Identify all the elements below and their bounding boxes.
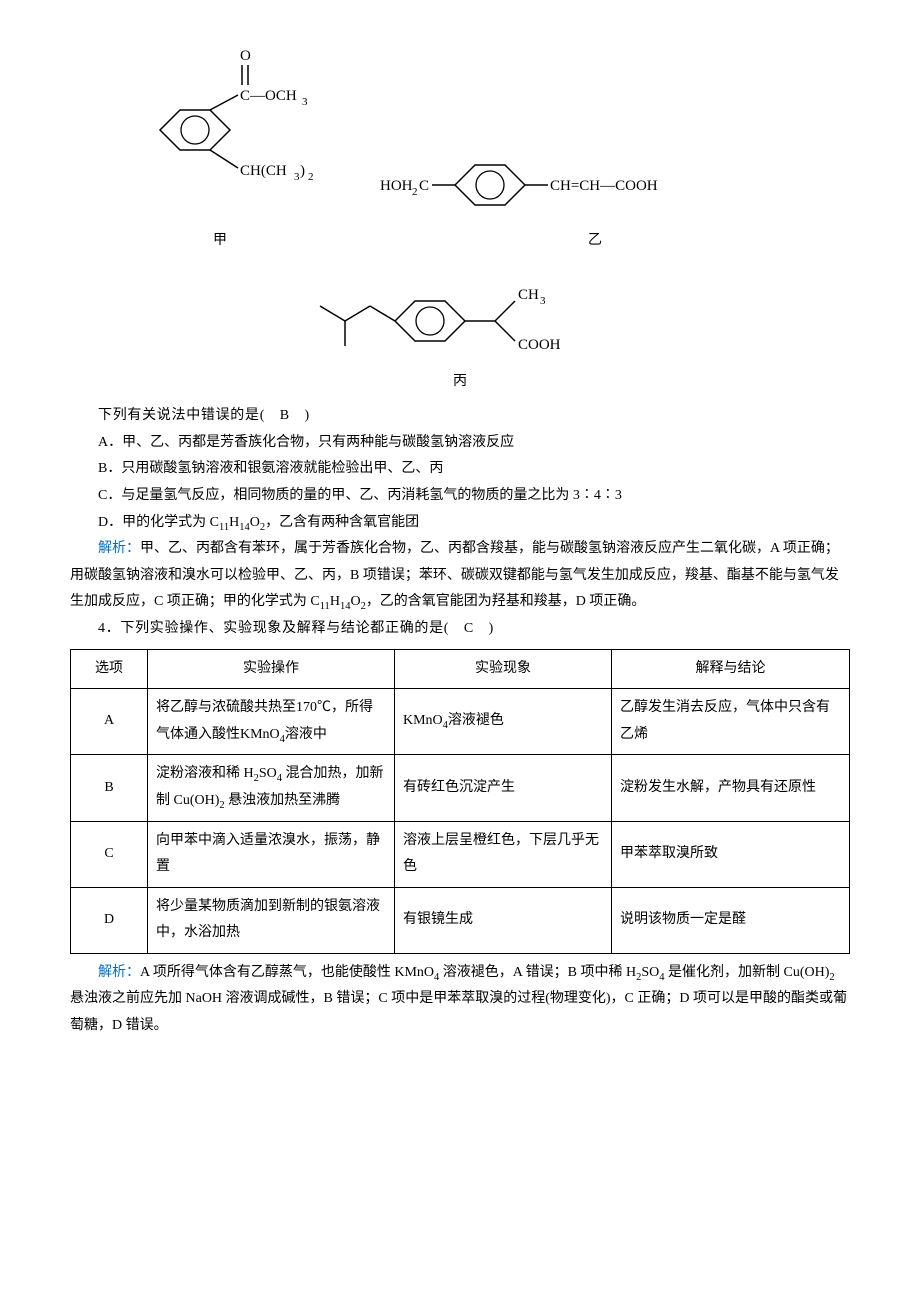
structure-yi: HOH 2 C CH=CH—COOH 乙	[380, 140, 810, 255]
svg-text:3: 3	[540, 295, 546, 307]
th-operation: 实验操作	[148, 649, 395, 689]
row-C-conc: 甲苯萃取溴所致	[612, 821, 850, 887]
svg-text:CH(CH: CH(CH	[240, 163, 287, 179]
th-phenomenon: 实验现象	[395, 649, 612, 689]
row-A-phen-post: 溶液褪色	[448, 713, 504, 728]
bing-svg: CH 3 COOH	[310, 261, 610, 371]
row-D-conc: 说明该物质一定是醛	[612, 887, 850, 953]
row-B-label: B	[71, 755, 148, 821]
th-conclusion: 解释与结论	[612, 649, 850, 689]
row-A-kmno4: KMnO4	[240, 727, 285, 742]
q3-optD-post: ，乙含有两种含氧官能团	[265, 515, 419, 530]
experiment-table: 选项 实验操作 实验现象 解释与结论 A 将乙醇与浓硫酸共热至170℃，所得气体…	[70, 649, 850, 954]
q4-stem: 4．下列实验操作、实验现象及解释与结论都正确的是( C )	[70, 616, 850, 643]
structure-jia: C—OCH 3 O CH(CH 3 ) 2 甲	[120, 40, 320, 255]
row-A-phen-kmno4: KMnO4	[403, 713, 448, 728]
row-B-op-pre: 淀粉溶液和稀	[156, 766, 244, 781]
svg-text:COOH: COOH	[518, 337, 561, 353]
row-B-phen: 有砖红色沉淀产生	[395, 755, 612, 821]
yi-label: 乙	[588, 228, 602, 255]
row-D-label: D	[71, 887, 148, 953]
svg-text:CH=CH—COOH: CH=CH—COOH	[550, 178, 658, 194]
yi-svg: HOH 2 C CH=CH—COOH	[380, 140, 810, 230]
row-C-op: 向甲苯中滴入适量浓溴水，振荡，静置	[148, 821, 395, 887]
jia-svg: C—OCH 3 O CH(CH 3 ) 2	[120, 40, 320, 230]
table-row: A 将乙醇与浓硫酸共热至170℃，所得气体通入酸性KMnO4溶液中 KMnO4溶…	[71, 689, 850, 755]
q3-optD: D．甲的化学式为 C11H14O2，乙含有两种含氧官能团	[70, 510, 850, 537]
row-A-label: A	[71, 689, 148, 755]
q4-analysis-kmno4: KMnO4	[394, 965, 439, 980]
row-A-op-post: 溶液中	[285, 727, 327, 742]
analysis-label-2: 解析：	[98, 965, 140, 980]
svg-text:2: 2	[412, 186, 418, 198]
row-A-conc: 乙醇发生消去反应，气体中只含有乙烯	[612, 689, 850, 755]
q3-optB: B．只用碳酸氢钠溶液和银氨溶液就能检验出甲、乙、丙	[70, 456, 850, 483]
q3-optC: C．与足量氢气反应，相同物质的量的甲、乙、丙消耗氢气的物质的量之比为 3∶4∶3	[70, 483, 850, 510]
table-row: D 将少量某物质滴加到新制的银氨溶液中，水浴加热 有银镜生成 说明该物质一定是醛	[71, 887, 850, 953]
row-B-h2so4: H2SO4	[244, 766, 283, 781]
row-D-phen: 有银镜生成	[395, 887, 612, 953]
q3-analysis-formula: C11H14O2	[310, 594, 365, 609]
q4-analysis-pre: A 项所得气体含有乙醇蒸气，也能使酸性	[140, 965, 394, 980]
q4-analysis-mid2: 溶液褪色，A 错误；B 项中稀	[439, 965, 626, 980]
structures-row-1: C—OCH 3 O CH(CH 3 ) 2 甲 HOH 2 C CH=CH—CO…	[120, 40, 850, 255]
svg-text:3: 3	[302, 96, 308, 108]
row-C-phen: 溶液上层呈橙红色，下层几乎无色	[395, 821, 612, 887]
row-B-op: 淀粉溶液和稀 H2SO4 混合加热，加新制 Cu(OH)2 悬浊液加热至沸腾	[148, 755, 395, 821]
q3-optD-formula: C11H14O2	[210, 515, 265, 530]
row-A-op: 将乙醇与浓硫酸共热至170℃，所得气体通入酸性KMnO4溶液中	[148, 689, 395, 755]
table-header-row: 选项 实验操作 实验现象 解释与结论	[71, 649, 850, 689]
row-D-op: 将少量某物质滴加到新制的银氨溶液中，水浴加热	[148, 887, 395, 953]
q3-optA: A．甲、乙、丙都是芳香族化合物，只有两种能与碳酸氢钠溶液反应	[70, 430, 850, 457]
svg-text:CH: CH	[518, 287, 539, 303]
q4-analysis-h2so4: H2SO4	[626, 965, 665, 980]
svg-text:): )	[300, 163, 305, 179]
q3-optD-pre: D．甲的化学式为	[98, 515, 210, 530]
row-A-phen: KMnO4溶液褪色	[395, 689, 612, 755]
row-C-label: C	[71, 821, 148, 887]
row-B-conc: 淀粉发生水解，产物具有还原性	[612, 755, 850, 821]
structure-bing: CH 3 COOH 丙	[310, 261, 610, 396]
th-option: 选项	[71, 649, 148, 689]
svg-text:HOH: HOH	[380, 178, 413, 194]
svg-text:2: 2	[308, 171, 314, 183]
svg-text:C: C	[419, 178, 429, 194]
q3-analysis-post: ，乙的含氧官能团为羟基和羧基，D 项正确。	[366, 594, 646, 609]
structures-row-2: CH 3 COOH 丙	[70, 261, 850, 396]
analysis-label: 解析：	[98, 541, 140, 556]
svg-text:O: O	[240, 48, 251, 64]
q3-analysis: 解析：甲、乙、丙都含有苯环，属于芳香族化合物，乙、丙都含羧基，能与碳酸氢钠溶液反…	[70, 536, 850, 616]
svg-text:C—OCH: C—OCH	[240, 88, 297, 104]
q3-stem: 下列有关说法中错误的是( B )	[70, 403, 850, 430]
table-row: C 向甲苯中滴入适量浓溴水，振荡，静置 溶液上层呈橙红色，下层几乎无色 甲苯萃取…	[71, 821, 850, 887]
table-row: B 淀粉溶液和稀 H2SO4 混合加热，加新制 Cu(OH)2 悬浊液加热至沸腾…	[71, 755, 850, 821]
jia-label: 甲	[213, 228, 227, 255]
q4-analysis: 解析：A 项所得气体含有乙醇蒸气，也能使酸性 KMnO4 溶液褪色，A 错误；B…	[70, 960, 850, 1040]
bing-label: 丙	[453, 369, 467, 396]
